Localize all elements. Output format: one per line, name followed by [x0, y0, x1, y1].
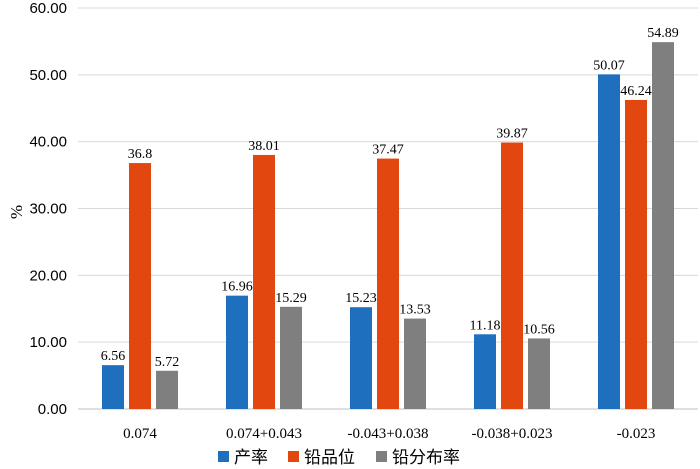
legend: 产率 铅品位 铅分布率 — [218, 448, 460, 468]
y-tick-label: 40.00 — [29, 134, 67, 151]
data-label: 10.56 — [523, 322, 555, 337]
bar — [528, 338, 550, 409]
x-category-label: -0.043+0.038 — [348, 426, 429, 442]
bar — [253, 154, 275, 409]
data-label: 13.53 — [399, 303, 431, 318]
data-label: 11.18 — [470, 318, 501, 333]
y-tick-label: 30.00 — [29, 201, 67, 218]
data-label: 38.01 — [248, 139, 280, 154]
y-tick-label: 10.00 — [29, 334, 67, 351]
bar — [350, 307, 372, 409]
bar — [652, 42, 674, 410]
legend-swatch — [218, 451, 229, 462]
y-tick-label: 50.00 — [29, 67, 67, 84]
bar — [625, 99, 647, 409]
bar — [280, 306, 302, 409]
data-label: 50.07 — [593, 58, 625, 73]
bar — [129, 163, 151, 409]
data-label: 37.47 — [372, 143, 404, 158]
legend-label: 铅分布率 — [392, 448, 460, 468]
legend-swatch — [376, 451, 387, 462]
bars — [102, 42, 674, 410]
data-label: 36.8 — [128, 147, 153, 162]
y-axis-title: % — [7, 205, 26, 219]
bar — [226, 295, 248, 409]
x-category-label: 0.074+0.043 — [226, 426, 302, 442]
x-category-label: -0.038+0.023 — [472, 426, 553, 442]
bar — [404, 318, 426, 409]
x-category-label: -0.023 — [617, 426, 656, 442]
legend-label: 铅品位 — [304, 448, 355, 468]
bar — [102, 365, 124, 409]
bar — [501, 142, 523, 409]
legend-swatch — [288, 451, 299, 462]
data-label: 15.23 — [345, 291, 377, 306]
y-tick-label: 60.00 — [29, 0, 67, 17]
x-axis-categories: 0.074 0.074+0.043 -0.043+0.038 -0.038+0.023… — [123, 426, 655, 442]
data-label: 6.56 — [101, 349, 126, 364]
y-axis-ticks: 0.00 10.00 20.00 30.00 40.00 50.00 60.00 — [29, 0, 67, 418]
data-label: 15.29 — [275, 291, 307, 306]
bar — [598, 74, 620, 409]
data-label: 54.89 — [647, 26, 679, 41]
bar — [474, 334, 496, 409]
x-category-label: 0.074 — [123, 426, 157, 442]
data-label: 46.24 — [620, 84, 652, 99]
data-label: 16.96 — [221, 280, 253, 295]
data-label: 5.72 — [155, 355, 180, 370]
y-tick-label: 0.00 — [38, 401, 67, 418]
data-label: 39.87 — [496, 127, 528, 142]
y-tick-label: 20.00 — [29, 267, 67, 284]
bar — [156, 370, 178, 409]
legend-label: 产率 — [234, 448, 268, 468]
bar — [377, 158, 399, 409]
data-labels: 6.56 36.8 5.72 16.96 38.01 15.29 15.23 37.47 13.… — [101, 26, 679, 370]
